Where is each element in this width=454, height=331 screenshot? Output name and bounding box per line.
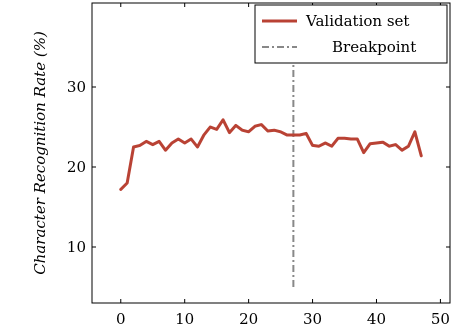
x-tick-label: 30 [303,310,322,328]
series-line-validation-set [119,118,423,191]
x-tick-label: 0 [116,310,126,328]
legend: Validation set Breakpoint [254,4,448,64]
x-tick-label: 20 [239,310,258,328]
y-tick-label: 10 [67,238,86,256]
plot-frame [91,2,451,304]
y-tick-label: 20 [67,158,86,176]
legend-label-breakpoint: Breakpoint [332,38,416,56]
y-tick-label: 30 [67,78,86,96]
legend-box [254,4,448,64]
x-tick-label: 50 [431,310,450,328]
ticks-layer: 0 10 20 30 40 50 10 20 30 [67,3,450,328]
x-tick-label: 40 [367,310,386,328]
legend-label-validation-set: Validation set [305,12,409,30]
y-axis-label: Character Recognition Rate (%) [31,31,49,275]
x-tick-label: 10 [175,310,194,328]
